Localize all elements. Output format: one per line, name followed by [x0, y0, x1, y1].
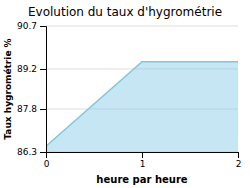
y-tick-mark — [40, 69, 46, 70]
x-tick-mark — [238, 152, 239, 158]
x-tick-label: 0 — [44, 159, 50, 169]
y-tick-mark — [40, 109, 46, 110]
grid — [46, 26, 238, 152]
x-tick: 2 — [236, 152, 242, 169]
y-tick-label: 86.3 — [17, 147, 37, 157]
y-tick-mark — [40, 152, 46, 153]
y-tick-mark — [40, 26, 46, 27]
x-tick-label: 2 — [236, 159, 242, 169]
y-tick-label: 90.7 — [17, 21, 37, 31]
y-tick: 90.7 — [17, 21, 46, 31]
x-axis-title: heure par heure — [96, 174, 187, 185]
y-tick: 87.8 — [17, 104, 46, 114]
area — [46, 62, 238, 152]
chart: 0 1 2 86.3 87.8 89.2 90.7 Evolution du taux d'h… — [0, 0, 250, 188]
x-tick: 1 — [140, 152, 146, 169]
grid-line — [46, 26, 238, 27]
y-tick-label: 89.2 — [17, 64, 37, 74]
y-tick: 86.3 — [17, 147, 46, 157]
marks — [46, 62, 238, 152]
x-tick: 0 — [44, 152, 50, 169]
y-axis-title: Taux hygrométrie % — [3, 38, 13, 139]
plot: 0 1 2 86.3 87.8 89.2 90.7 — [17, 21, 241, 169]
x-tick-mark — [142, 152, 143, 158]
line — [46, 62, 238, 146]
x-axis: 0 1 2 — [44, 152, 242, 169]
y-axis: 86.3 87.8 89.2 90.7 — [17, 21, 47, 157]
x-axis-line — [47, 153, 239, 159]
y-axis-line — [40, 27, 47, 153]
y-tick: 89.2 — [17, 64, 46, 74]
y-tick-label: 87.8 — [17, 104, 37, 114]
x-tick-label: 1 — [140, 159, 146, 169]
title: Evolution du taux d'hygrométrie — [28, 5, 222, 19]
